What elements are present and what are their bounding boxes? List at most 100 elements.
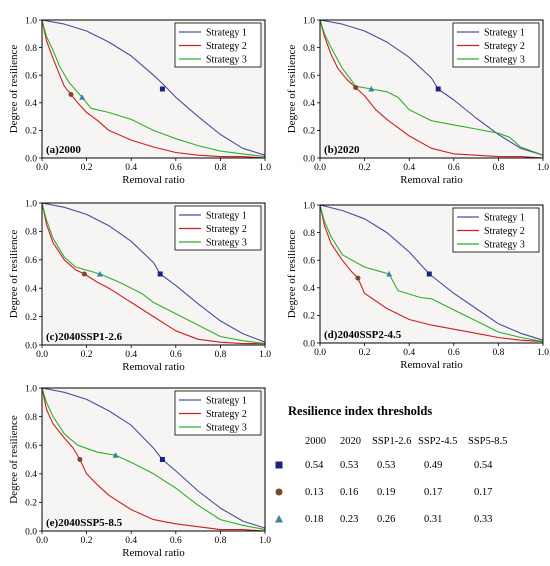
x-tick-label: 1.0 — [537, 163, 549, 173]
y-tick-label: 0.8 — [25, 413, 37, 423]
y-tick-label: 0.2 — [25, 127, 37, 137]
panel-label: (e)2040SSP5-8.5 — [46, 517, 123, 529]
threshold-marker-circle — [77, 457, 83, 462]
x-tick-label: 0.6 — [170, 536, 182, 546]
threshold-value: 0.26 — [377, 514, 396, 525]
threshold-value: 0.23 — [340, 514, 359, 525]
plot-frame — [319, 204, 544, 344]
threshold-value: 0.31 — [424, 514, 443, 525]
x-tick-label: 0.4 — [125, 350, 137, 360]
legend-label-strategy-3: Strategy 3 — [206, 423, 247, 434]
threshold-symbol-triangle — [275, 515, 283, 523]
series-line-strategy-2 — [41, 19, 266, 159]
panel-label: (a)2000 — [46, 144, 81, 156]
chart-panel-1: 0.0 0.2 0.4 0.6 0.8 1.0 0.0 0.2 0.4 0.6 0.8 1.0 Remo… — [8, 16, 271, 186]
threshold-marker-triangle — [368, 86, 375, 92]
threshold-marker-triangle — [112, 452, 119, 458]
threshold-marker-triangle — [386, 271, 393, 277]
x-axis-label: Removal ratio — [400, 174, 463, 186]
x-tick-label: 0.4 — [125, 163, 137, 173]
series-line-strategy-1 — [319, 19, 544, 156]
y-tick-label: 1.0 — [25, 199, 37, 209]
y-tick-label: 0.4 — [25, 99, 37, 109]
x-tick-label: 0.8 — [214, 350, 226, 360]
x-tick-label: 0.2 — [359, 348, 371, 358]
x-axis-label: Removal ratio — [122, 361, 185, 373]
x-tick-label: 0.6 — [170, 163, 182, 173]
threshold-value: 0.54 — [305, 460, 324, 471]
threshold-value: 0.54 — [474, 460, 493, 471]
series-line-strategy-1 — [41, 19, 266, 156]
legend-label-strategy-1: Strategy 1 — [484, 213, 525, 224]
legend-label-strategy-2: Strategy 2 — [206, 224, 247, 235]
threshold-column-header: 2020 — [340, 436, 361, 447]
y-tick-label: 0.6 — [25, 442, 37, 452]
series-line-strategy-3 — [41, 202, 266, 345]
series-line-strategy-2 — [319, 19, 544, 159]
legend-label-strategy-3: Strategy 3 — [206, 55, 247, 66]
y-tick-label: 0.6 — [25, 256, 37, 266]
threshold-marker-triangle — [79, 94, 86, 100]
legend-label-strategy-2: Strategy 2 — [206, 409, 247, 420]
legend-label-strategy-1: Strategy 1 — [206, 396, 247, 407]
y-tick-label: 0.8 — [303, 44, 315, 54]
x-tick-label: 0.8 — [214, 163, 226, 173]
y-tick-label: 0.6 — [303, 257, 315, 267]
threshold-marker-circle — [353, 85, 359, 91]
legend-label-strategy-3: Strategy 3 — [206, 238, 247, 249]
threshold-column-header: SSP5-8.5 — [468, 436, 508, 447]
y-tick-label: 0.4 — [303, 284, 315, 294]
legend-label-strategy-2: Strategy 2 — [484, 226, 525, 237]
series-line-strategy-3 — [319, 19, 544, 156]
threshold-marker-square — [159, 457, 165, 462]
x-tick-label: 0.0 — [36, 536, 48, 546]
x-tick-label: 0.8 — [492, 348, 504, 358]
threshold-marker-triangle — [96, 271, 103, 277]
series-line-strategy-2 — [319, 204, 544, 343]
y-tick-label: 0.8 — [25, 44, 37, 54]
y-axis-label: Degree of resilience — [8, 45, 20, 134]
threshold-symbol-square-shape — [275, 461, 283, 469]
x-tick-label: 1.0 — [259, 536, 271, 546]
chart-panel-3: 0.0 0.2 0.4 0.6 0.8 1.0 0.0 0.2 0.4 0.6 0.8 1.0 Remo… — [8, 199, 271, 373]
legend-label-strategy-1: Strategy 1 — [206, 28, 247, 39]
y-tick-label: 0.4 — [25, 470, 37, 480]
x-tick-label: 1.0 — [259, 350, 271, 360]
threshold-value: 0.18 — [305, 514, 324, 525]
threshold-marker-circle — [355, 275, 361, 281]
series-line-strategy-1 — [41, 387, 266, 529]
legend-label-strategy-2: Strategy 2 — [484, 41, 525, 52]
panel-label: (b)2020 — [324, 144, 360, 156]
threshold-value: 0.19 — [377, 487, 396, 498]
x-tick-label: 0.2 — [81, 350, 93, 360]
y-axis-label: Degree of resilience — [286, 45, 298, 134]
plot-frame — [41, 387, 266, 532]
y-tick-label: 0.2 — [303, 312, 315, 322]
x-tick-label: 1.0 — [537, 348, 549, 358]
threshold-value: 0.49 — [424, 460, 443, 471]
x-tick-label: 0.2 — [359, 163, 371, 173]
threshold-marker-circle — [81, 271, 87, 277]
y-axis-label: Degree of resilience — [286, 230, 298, 319]
y-tick-label: 0.2 — [25, 313, 37, 323]
x-axis-label: Removal ratio — [122, 547, 185, 559]
threshold-symbol-square — [275, 461, 283, 469]
y-tick-label: 0.0 — [25, 154, 37, 164]
threshold-marker-square — [157, 271, 163, 277]
y-tick-label: 1.0 — [303, 16, 315, 26]
threshold-marker-square — [426, 271, 432, 277]
x-tick-label: 0.2 — [81, 163, 93, 173]
plot-frame — [319, 19, 544, 159]
x-tick-label: 0.8 — [492, 163, 504, 173]
chart-panel-5: 0.0 0.2 0.4 0.6 0.8 1.0 0.0 0.2 0.4 0.6 0.8 1.0 Remo… — [8, 384, 271, 559]
chart-panel-4: 0.0 0.2 0.4 0.6 0.8 1.0 0.0 0.2 0.4 0.6 0.8 1.0 Remo… — [286, 201, 549, 371]
threshold-marker-square — [435, 86, 441, 92]
panel-label: (c)2040SSP1-2.6 — [46, 331, 123, 343]
threshold-symbol-circle — [275, 488, 283, 496]
threshold-marker-circle — [68, 92, 74, 98]
x-tick-label: 0.6 — [448, 348, 460, 358]
y-tick-label: 0.6 — [303, 72, 315, 82]
series-line-strategy-1 — [41, 202, 266, 343]
threshold-marker-square — [159, 86, 165, 92]
